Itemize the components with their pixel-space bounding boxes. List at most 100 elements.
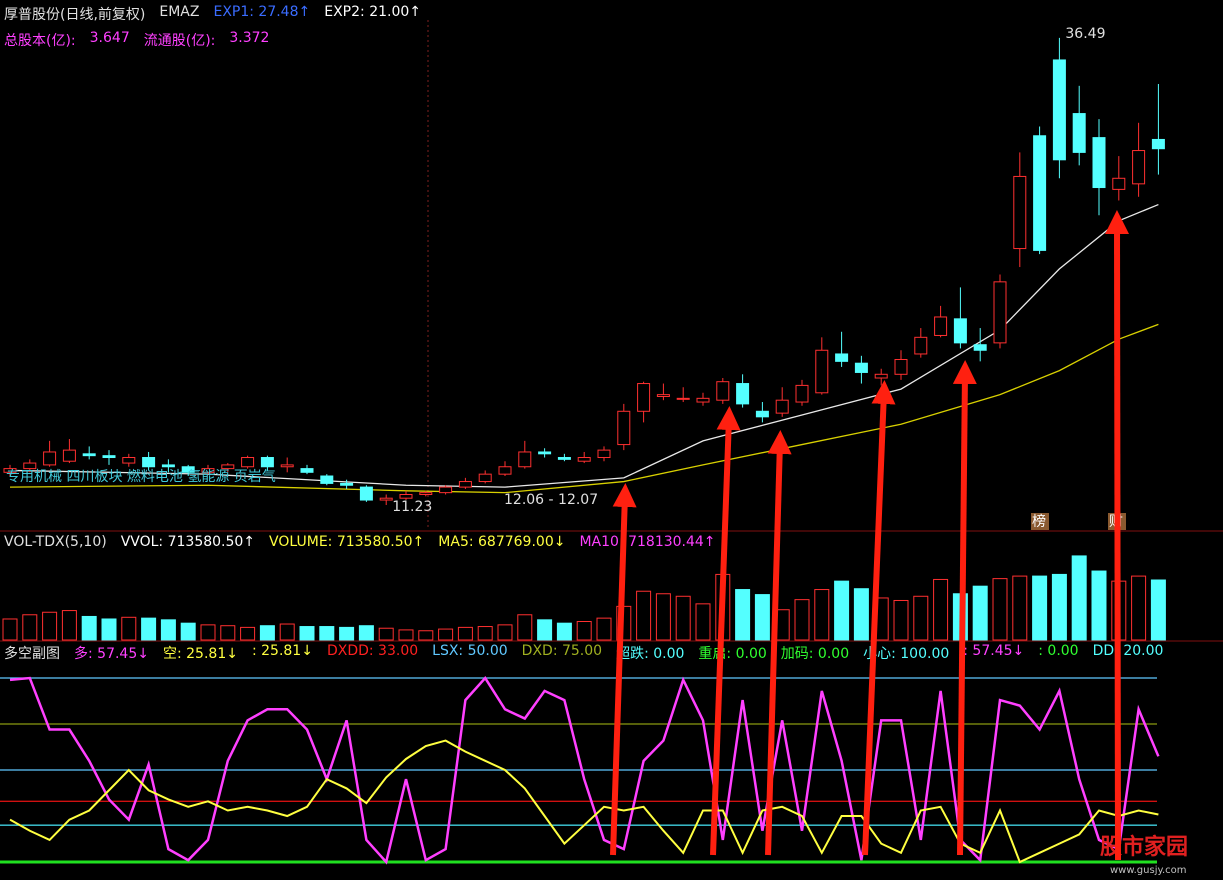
- panel-title: VOL-TDX(5,10): [4, 534, 107, 550]
- legend-item: MA5: 687769.00↓: [438, 534, 566, 550]
- volume-bar: [735, 589, 751, 641]
- candle-body: [775, 399, 789, 414]
- candle-body: [637, 383, 651, 412]
- volume-bar: [2, 618, 18, 641]
- info-item: 流通股(亿):: [143, 33, 216, 49]
- volume-bar: [1051, 573, 1067, 641]
- volume-bar: [576, 621, 592, 641]
- candle-body: [458, 481, 472, 488]
- volume-bar: [418, 630, 434, 641]
- candle-body: [379, 497, 393, 501]
- legend-item: 加码: 0.00: [780, 646, 850, 662]
- volume-bar: [1071, 555, 1087, 641]
- indicator-header: 多空副图 多: 57.45↓ 空: 25.81↓: 25.81↓ DXDD: 33.0…: [4, 643, 1163, 663]
- volume-bar: [457, 626, 473, 641]
- ma-line: [9, 323, 1159, 494]
- candle-body: [359, 486, 373, 501]
- info-item: 3.372: [229, 30, 270, 46]
- candle-body: [656, 394, 670, 397]
- candle-body: [696, 397, 710, 403]
- volume-bar: [675, 595, 691, 641]
- panel-title: 多空副图: [4, 646, 60, 662]
- volume-bar: [438, 628, 454, 641]
- info-row: 总股本(亿): 3.647 流通股(亿): 3.372: [4, 30, 269, 50]
- legend-item: LSX: 50.00: [432, 643, 508, 659]
- candle-body: [122, 457, 136, 464]
- volume-bar: [517, 614, 533, 641]
- volume-bar: [240, 626, 256, 641]
- legend-item: 空: 25.81↓: [162, 646, 238, 662]
- watermark: 股市家园: [1100, 834, 1188, 860]
- candle-body: [161, 464, 175, 468]
- sector-tags: 专用机械 四川板块 燃料电池 氢能源 页岩气: [6, 468, 276, 485]
- legend-item: VVOL: 713580.50↑: [120, 534, 256, 550]
- volume-bar: [220, 625, 236, 641]
- candle-body: [1112, 177, 1126, 190]
- legend-item: 超跌: 0.00: [616, 646, 685, 662]
- volume-bar: [200, 624, 216, 641]
- badge: 榜: [1032, 513, 1046, 530]
- volume-bar: [1091, 570, 1107, 641]
- volume-header: VOL-TDX(5,10) VVOL: 713580.50↑ VOLUME: 713…: [4, 534, 716, 550]
- volume-bar: [180, 622, 196, 641]
- volume-bar: [1150, 579, 1166, 641]
- candle-body: [439, 486, 453, 494]
- volume-bar: [319, 626, 335, 641]
- volume-bar: [81, 615, 97, 641]
- volume-bar: [279, 623, 295, 641]
- candle-body: [1151, 138, 1165, 150]
- candle-body: [1132, 150, 1146, 185]
- volume-bar: [22, 614, 38, 641]
- volume-bar: [715, 573, 731, 641]
- candle-body: [419, 492, 433, 495]
- volume-bar: [299, 626, 315, 641]
- volume-bar: [695, 603, 711, 641]
- volume-bar: [1032, 575, 1048, 641]
- candle-body: [221, 464, 235, 470]
- volume-bar: [556, 622, 572, 641]
- candle-body: [617, 410, 631, 446]
- volume-bar: [596, 617, 612, 641]
- candle-body: [538, 451, 552, 455]
- legend-item: 多: 57.45↓: [74, 646, 149, 662]
- candle-body: [953, 318, 967, 344]
- candle-body: [241, 457, 255, 468]
- candle-body: [1052, 59, 1066, 161]
- price-header: 厚普股份(日线,前复权) EMAZ EXP1: 27.48↑ EXP2: 21.00↑: [4, 4, 421, 24]
- candle-body: [914, 336, 928, 355]
- volume-bar: [378, 627, 394, 641]
- volume-bar: [477, 626, 493, 641]
- candle-body: [3, 468, 17, 473]
- volume-bar: [339, 626, 355, 641]
- info-item: 总股本(亿):: [4, 33, 76, 49]
- volume-bar: [101, 618, 117, 641]
- candle-body: [874, 373, 888, 379]
- legend-item: : 57.45↓: [963, 643, 1025, 659]
- volume-bar: [933, 578, 949, 641]
- info-item: 3.647: [89, 30, 130, 46]
- volume-bar: [1131, 575, 1147, 641]
- volume-bar: [497, 624, 513, 641]
- candle-body: [201, 468, 215, 473]
- volume-bar: [160, 619, 176, 641]
- volume-bar: [636, 590, 652, 641]
- legend-item: MA10: 718130.44↑: [579, 534, 716, 550]
- indicator-name: EMAZ: [159, 4, 200, 20]
- candle-body: [716, 381, 730, 401]
- volume-bar: [1012, 575, 1028, 641]
- volume-bar: [834, 580, 850, 641]
- volume-bar: [259, 625, 275, 641]
- candle-body: [854, 362, 868, 373]
- volume-bar: [1111, 580, 1127, 641]
- high-label: 36.49: [1065, 26, 1105, 42]
- candle-body: [300, 468, 314, 473]
- badge-bg: [1031, 513, 1049, 530]
- candle-body: [973, 344, 987, 351]
- candle-body: [518, 451, 532, 468]
- volume-bar: [913, 595, 929, 641]
- candle-body: [43, 451, 57, 466]
- volume-bar: [655, 593, 671, 641]
- candle-body: [340, 482, 354, 486]
- candle-body: [795, 384, 809, 403]
